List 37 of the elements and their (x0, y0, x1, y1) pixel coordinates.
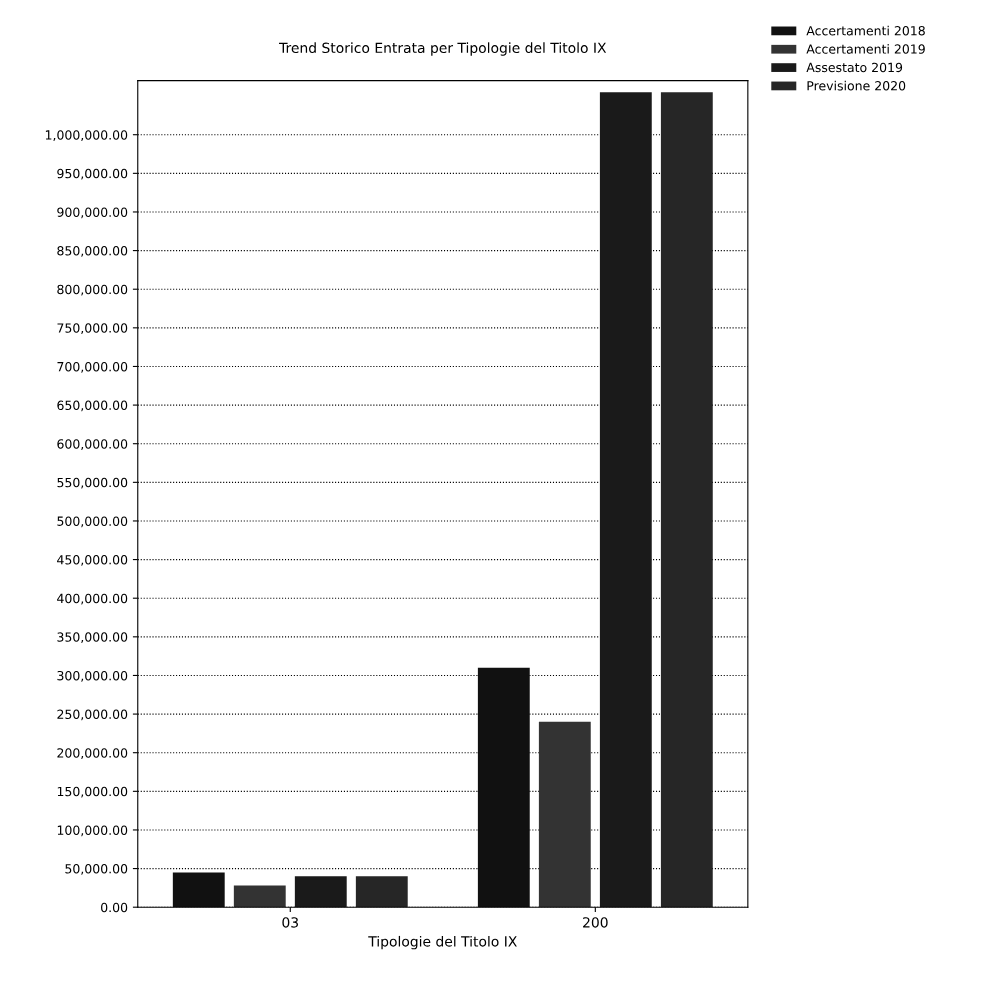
y-tick-label: 200,000.00 (57, 748, 128, 759)
y-tick-label: 350,000.00 (57, 632, 128, 644)
y-tick-label: 300,000.00 (57, 670, 128, 682)
y-tick-label: 800,000.00 (57, 284, 128, 296)
y-tick-label: 1,000,000.00 (45, 130, 128, 141)
bar (233, 885, 286, 908)
y-tick-label: 0.00 (101, 902, 128, 913)
y-tick-label: 50,000.00 (65, 864, 128, 875)
legend-label: Previsione 2020 (807, 80, 906, 91)
y-tick-label: 900,000.00 (57, 207, 128, 219)
y-tick-label: 650,000.00 (57, 400, 128, 412)
y-tick-label: 600,000.00 (57, 439, 128, 450)
y-tick-label: 750,000.00 (57, 323, 128, 335)
y-tick-label: 850,000.00 (57, 246, 128, 257)
y-tick-label: 950,000.00 (57, 168, 128, 180)
bar (599, 92, 652, 908)
bar (538, 721, 591, 908)
y-tick-label: 450,000.00 (57, 555, 128, 566)
y-tick-label: 550,000.00 (57, 477, 128, 489)
legend-label: Accertamenti 2019 (806, 44, 925, 54)
x-axis-title: Tipologie del Titolo IX (368, 935, 517, 950)
bar (294, 876, 347, 908)
bar (477, 667, 530, 908)
y-tick-label: 100,000.00 (57, 825, 128, 837)
bar (172, 872, 225, 908)
y-tick-label: 700,000.00 (57, 361, 128, 373)
bar (660, 92, 713, 908)
legend-label: Accertamenti 2018 (806, 25, 925, 36)
chart-title: Trend Storico Entrata per Tipologie del Titolo IX (279, 42, 607, 56)
bar (355, 876, 408, 908)
x-tick-label: 200 (583, 917, 608, 928)
y-tick-label: 400,000.00 (57, 593, 128, 605)
y-tick-label: 250,000.00 (57, 709, 128, 721)
x-tick-label: 03 (282, 917, 298, 928)
y-tick-label: 150,000.00 (57, 786, 128, 798)
legend-label: Assestato 2019 (806, 62, 903, 73)
y-tick-label: 500,000.00 (57, 516, 128, 528)
